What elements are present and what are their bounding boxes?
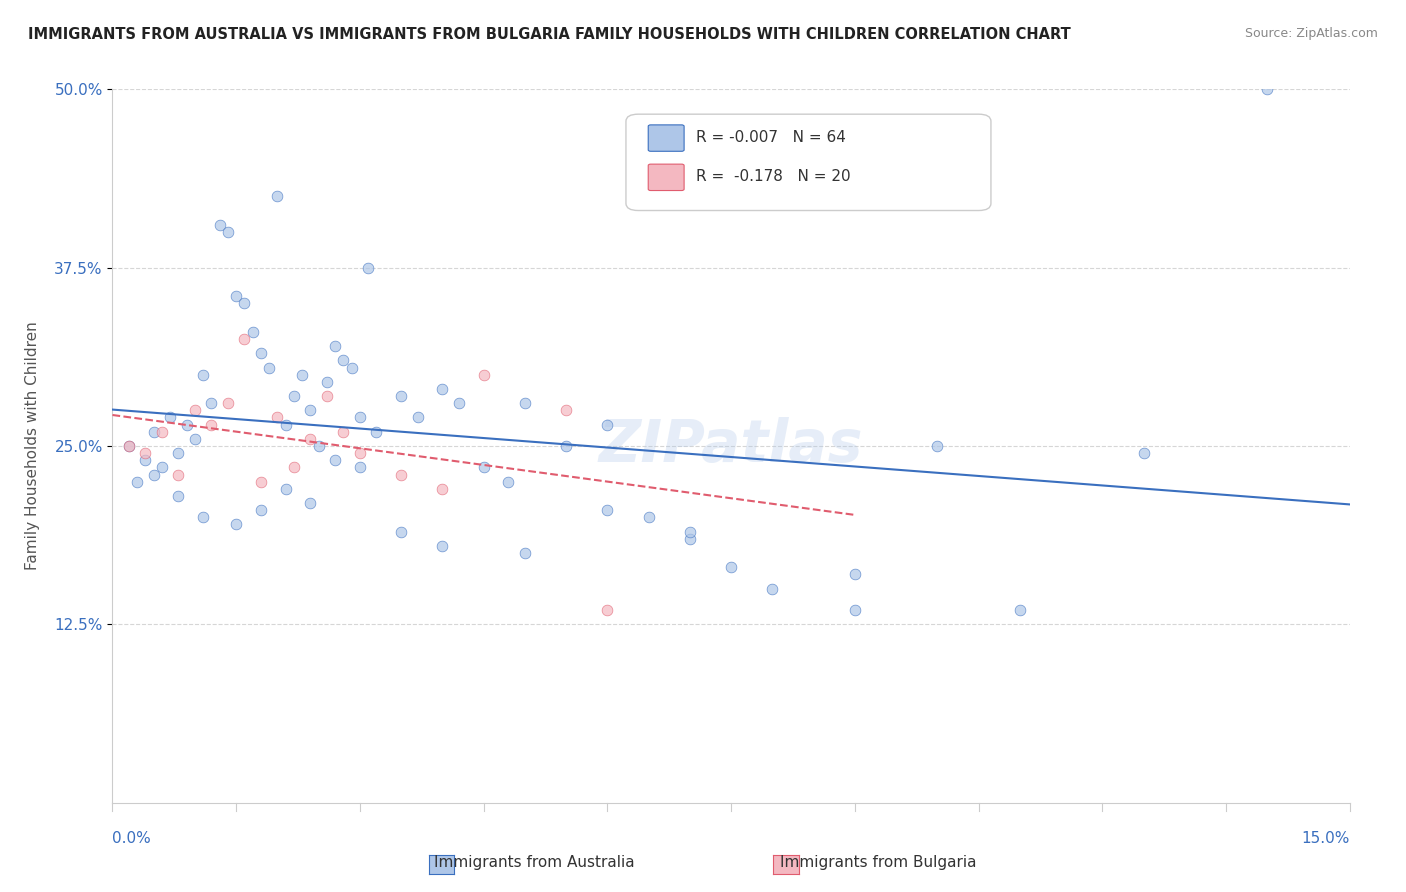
Point: [250, 475, 273, 489]
Point: [200, 417, 222, 432]
Point: [596, 417, 619, 432]
Point: [323, 339, 346, 353]
Point: [389, 389, 412, 403]
Point: [184, 403, 207, 417]
Point: [761, 582, 783, 596]
Point: [266, 410, 288, 425]
Point: [472, 368, 495, 382]
Point: [283, 460, 305, 475]
Point: [316, 389, 339, 403]
Point: [340, 360, 363, 375]
Point: [225, 289, 247, 303]
Point: [299, 432, 322, 446]
Y-axis label: Family Households with Children: Family Households with Children: [25, 322, 41, 570]
Text: R = -0.007   N = 64: R = -0.007 N = 64: [696, 130, 846, 145]
Point: [291, 368, 314, 382]
Point: [316, 375, 339, 389]
Point: [274, 417, 297, 432]
Point: [250, 503, 273, 517]
Point: [150, 460, 173, 475]
Point: [233, 296, 256, 310]
FancyBboxPatch shape: [626, 114, 991, 211]
Point: [193, 368, 215, 382]
Point: [472, 460, 495, 475]
Point: [233, 332, 256, 346]
Point: [432, 482, 454, 496]
Point: [150, 425, 173, 439]
Point: [332, 425, 354, 439]
Point: [225, 517, 247, 532]
Point: [432, 539, 454, 553]
Point: [332, 353, 354, 368]
Point: [555, 439, 578, 453]
Point: [447, 396, 470, 410]
Point: [927, 439, 949, 453]
Point: [555, 403, 578, 417]
FancyBboxPatch shape: [648, 125, 685, 152]
Point: [349, 446, 371, 460]
Point: [308, 439, 330, 453]
Text: ZIPatlas: ZIPatlas: [599, 417, 863, 475]
Point: [283, 389, 305, 403]
Point: [406, 410, 429, 425]
Point: [266, 189, 288, 203]
Point: [679, 532, 702, 546]
Point: [167, 489, 190, 503]
Text: IMMIGRANTS FROM AUSTRALIA VS IMMIGRANTS FROM BULGARIA FAMILY HOUSEHOLDS WITH CHI: IMMIGRANTS FROM AUSTRALIA VS IMMIGRANTS …: [28, 27, 1071, 42]
Point: [184, 432, 207, 446]
Point: [349, 460, 371, 475]
Point: [167, 467, 190, 482]
Point: [389, 467, 412, 482]
Point: [1132, 446, 1154, 460]
Point: [637, 510, 659, 524]
Point: [596, 503, 619, 517]
Point: [176, 417, 198, 432]
Point: [118, 439, 141, 453]
Point: [720, 560, 742, 574]
Point: [250, 346, 273, 360]
Point: [217, 225, 239, 239]
Point: [513, 396, 536, 410]
Point: [299, 403, 322, 417]
Point: [193, 510, 215, 524]
Text: R =  -0.178   N = 20: R = -0.178 N = 20: [696, 169, 851, 185]
Point: [200, 396, 222, 410]
Point: [159, 410, 181, 425]
Text: Immigrants from Australia: Immigrants from Australia: [434, 855, 634, 870]
Point: [844, 567, 866, 582]
Point: [142, 425, 165, 439]
Point: [323, 453, 346, 467]
Point: [118, 439, 141, 453]
Point: [217, 396, 239, 410]
Point: [127, 475, 149, 489]
Point: [366, 425, 388, 439]
Point: [1256, 82, 1278, 96]
Point: [1008, 603, 1031, 617]
Point: [299, 496, 322, 510]
Point: [596, 603, 619, 617]
Point: [257, 360, 280, 375]
Point: [134, 446, 156, 460]
FancyBboxPatch shape: [648, 164, 685, 191]
Point: [134, 453, 156, 467]
Point: [357, 260, 380, 275]
Point: [432, 382, 454, 396]
Point: [844, 603, 866, 617]
Point: [242, 325, 264, 339]
Point: [208, 218, 231, 232]
Point: [349, 410, 371, 425]
Point: [274, 482, 297, 496]
Text: 0.0%: 0.0%: [112, 831, 152, 847]
Point: [513, 546, 536, 560]
Text: Source: ZipAtlas.com: Source: ZipAtlas.com: [1244, 27, 1378, 40]
Text: 15.0%: 15.0%: [1302, 831, 1350, 847]
Point: [679, 524, 702, 539]
Point: [167, 446, 190, 460]
Point: [498, 475, 520, 489]
Point: [142, 467, 165, 482]
Point: [389, 524, 412, 539]
Text: Immigrants from Bulgaria: Immigrants from Bulgaria: [780, 855, 977, 870]
